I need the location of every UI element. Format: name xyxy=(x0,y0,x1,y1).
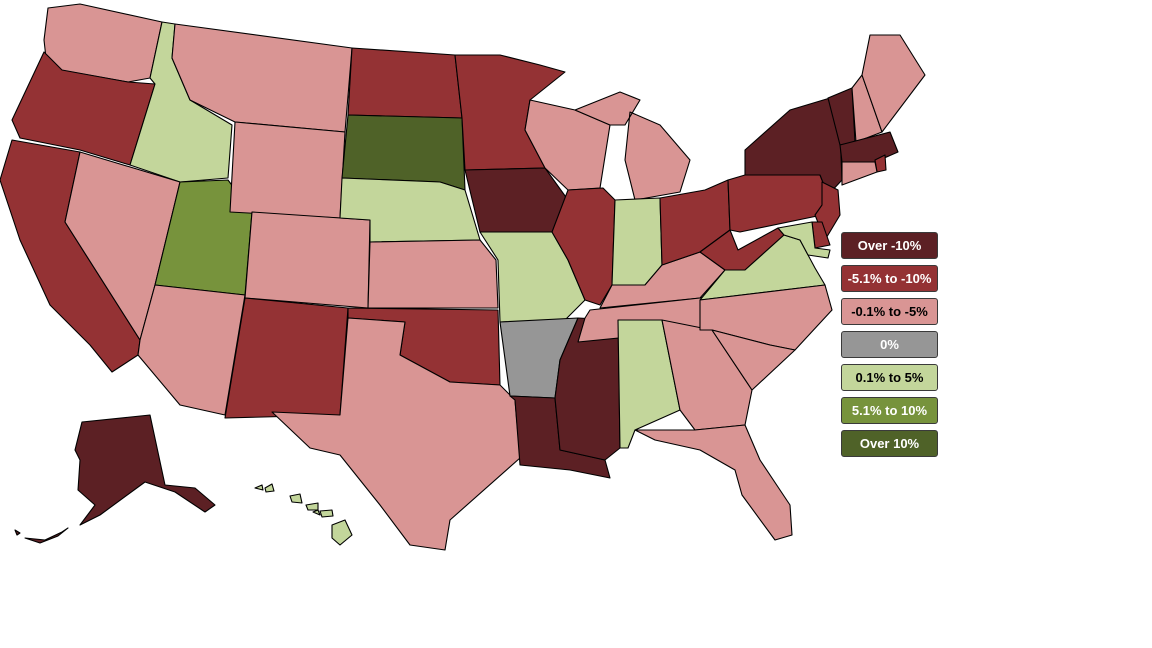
legend-label: 0.1% to 5% xyxy=(855,370,924,385)
contiguous-states xyxy=(0,3,926,551)
legend: Over -10% -5.1% to -10% -0.1% to -5% 0% … xyxy=(841,232,940,463)
legend-item-minus-5-to-minus-10: -5.1% to -10% xyxy=(841,265,938,292)
hawaii-group xyxy=(254,483,353,546)
state-NM xyxy=(224,297,349,419)
state-HI xyxy=(254,483,353,546)
alaska-group xyxy=(14,414,216,544)
state-FL xyxy=(634,424,793,541)
legend-label: -0.1% to -5% xyxy=(851,304,928,319)
state-IN xyxy=(611,197,663,286)
state-CT xyxy=(841,161,878,186)
legend-label: Over -10% xyxy=(857,238,922,253)
state-ND xyxy=(347,47,463,119)
state-AK xyxy=(74,414,216,526)
state-IA xyxy=(464,167,569,233)
state-AK xyxy=(14,527,69,544)
legend-item-over-10: Over 10% xyxy=(841,430,938,457)
legend-label: Over 10% xyxy=(859,436,920,451)
state-MD xyxy=(777,221,831,259)
state-MA xyxy=(839,131,899,163)
state-WY xyxy=(229,121,346,219)
state-CO xyxy=(244,211,371,309)
legend-label: 5.1% to 10% xyxy=(851,403,928,418)
legend-label: -5.1% to -10% xyxy=(847,271,932,286)
legend-item-0-1-to-5: 0.1% to 5% xyxy=(841,364,938,391)
legend-item-over-minus-10: Over -10% xyxy=(841,232,938,259)
legend-item-5-1-to-10: 5.1% to 10% xyxy=(841,397,938,424)
state-MI xyxy=(574,91,691,201)
state-SC xyxy=(711,329,796,391)
legend-item-minus-0-1-to-minus-5: -0.1% to -5% xyxy=(841,298,938,325)
state-ME xyxy=(861,34,926,133)
state-IL xyxy=(551,187,616,306)
state-KS xyxy=(367,239,499,309)
state-TX xyxy=(271,317,521,551)
legend-label: 0% xyxy=(880,337,899,352)
legend-item-zero: 0% xyxy=(841,331,938,358)
